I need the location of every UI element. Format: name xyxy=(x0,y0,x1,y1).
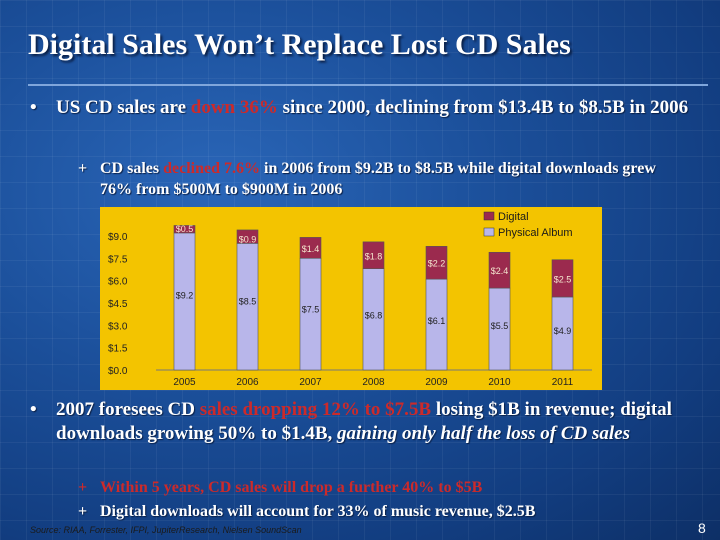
bullet-text-pre: 2007 foresees CD xyxy=(56,399,200,420)
source-note: Source: RIAA, Forrester, IFPI, JupiterRe… xyxy=(30,525,302,535)
data-label-digital-2008: $1.8 xyxy=(365,251,383,261)
bullet-highlight: sales dropping 12% to $7.5B xyxy=(199,399,432,420)
data-label-physical-2009: $6.1 xyxy=(428,316,446,326)
x-tick-label-2006: 2006 xyxy=(236,377,259,388)
subbullet-2006-decline: + CD sales declined 7.6% in 2006 from $9… xyxy=(78,158,678,200)
sales-chart: $9.2 $0.5 $8.5 $0.9 $7.5 $1.4 $6.8 $1.8 $6.1 $2.2… xyxy=(100,207,602,390)
subbullet-cd-drop: + Within 5 years, CD sales will drop a f… xyxy=(78,478,678,498)
bullet-cd-sales-down: • US CD sales are down 36% since 2000, d… xyxy=(30,96,715,120)
subbullet-text-post: in 2006 from $9.2B to $8.5B while digita… xyxy=(100,160,656,198)
bullet-text: 2007 foresees CD sales dropping 12% to $… xyxy=(30,398,715,446)
page-number: 8 xyxy=(698,520,706,536)
y-tick-label: $1.5 xyxy=(108,344,128,355)
subbullet-text: Within 5 years, CD sales will drop a fur… xyxy=(100,479,483,496)
bar-digital-2005 xyxy=(173,225,196,234)
subbullet-text-pre: CD sales xyxy=(100,160,164,177)
x-tick-label-2008: 2008 xyxy=(362,377,385,388)
data-label-physical-2007: $7.5 xyxy=(302,305,320,315)
x-tick-label-2009: 2009 xyxy=(425,377,448,388)
data-label-digital-2009: $2.2 xyxy=(428,259,446,269)
data-label-digital-2005: $0.5 xyxy=(176,224,194,234)
x-tick-label-2010: 2010 xyxy=(488,377,511,388)
bullet-emphasis: gaining only half the loss of CD sales xyxy=(337,423,630,444)
bullet-2007-forecast: • 2007 foresees CD sales dropping 12% to… xyxy=(30,398,715,446)
data-label-digital-2011: $2.5 xyxy=(554,274,572,284)
bar-physical-2005 xyxy=(173,232,196,371)
bullet-text-post: since 2000, declining from $13.4B to $8.… xyxy=(277,97,689,118)
y-tick-label: $4.5 xyxy=(108,299,128,310)
data-label-physical-2011: $4.9 xyxy=(554,326,572,336)
bar-digital-2011 xyxy=(551,259,574,298)
y-tick-label: $9.0 xyxy=(108,232,128,243)
legend-label-physical: Physical Album xyxy=(498,227,573,239)
bullet-marker: • xyxy=(30,97,37,118)
y-tick-label: $7.5 xyxy=(108,254,128,265)
bullet-text-pre: US CD sales are xyxy=(56,97,191,118)
bar-digital-2009 xyxy=(425,246,448,280)
y-tick-label: $0.0 xyxy=(108,366,128,377)
x-tick-label-2007: 2007 xyxy=(299,377,322,388)
legend-label-digital: Digital xyxy=(498,211,529,223)
legend-swatch-physical xyxy=(483,227,495,237)
bullet-text-mid: losing $1B in revenue; digital downloads… xyxy=(56,399,672,444)
subbullet-text: Digital downloads will account for 33% o… xyxy=(100,503,536,520)
subbullet-marker: + xyxy=(78,503,88,520)
y-tick-label: $3.0 xyxy=(108,321,128,332)
data-label-physical-2008: $6.8 xyxy=(365,310,383,320)
data-label-digital-2010: $2.4 xyxy=(491,266,509,276)
bar-digital-2008 xyxy=(362,241,385,269)
x-tick-label-2005: 2005 xyxy=(173,377,196,388)
title-rule xyxy=(28,84,708,86)
bullet-marker: • xyxy=(30,399,37,420)
bar-physical-2006 xyxy=(236,243,259,371)
data-label-physical-2006: $8.5 xyxy=(239,296,257,306)
legend-swatch-digital xyxy=(483,211,495,221)
bullet-highlight: down 36% xyxy=(190,97,278,118)
subbullet-marker: + xyxy=(78,479,88,496)
x-tick-label-2011: 2011 xyxy=(552,377,574,388)
bullet-text: US CD sales are down 36% since 2000, dec… xyxy=(30,96,715,120)
subbullet-marker: + xyxy=(78,160,88,177)
subbullet-digital-share: + Digital downloads will account for 33%… xyxy=(78,502,678,522)
bar-digital-2006 xyxy=(236,229,259,244)
slide-title: Digital Sales Won’t Replace Lost CD Sale… xyxy=(28,28,571,61)
subbullet-text: CD sales declined 7.6% in 2006 from $9.2… xyxy=(78,158,678,200)
sales-chart-svg: $9.2 $0.5 $8.5 $0.9 $7.5 $1.4 $6.8 $1.8 $6.1 $2.2… xyxy=(100,207,602,390)
data-label-digital-2006: $0.9 xyxy=(239,234,257,244)
data-label-physical-2005: $9.2 xyxy=(176,291,194,301)
bar-digital-2010 xyxy=(488,251,511,289)
data-label-physical-2010: $5.5 xyxy=(491,321,509,331)
bar-digital-2007 xyxy=(299,237,322,259)
subbullet-highlight: declined 7.6% xyxy=(163,160,260,177)
y-tick-label: $6.0 xyxy=(108,277,128,288)
data-label-digital-2007: $1.4 xyxy=(302,244,320,254)
